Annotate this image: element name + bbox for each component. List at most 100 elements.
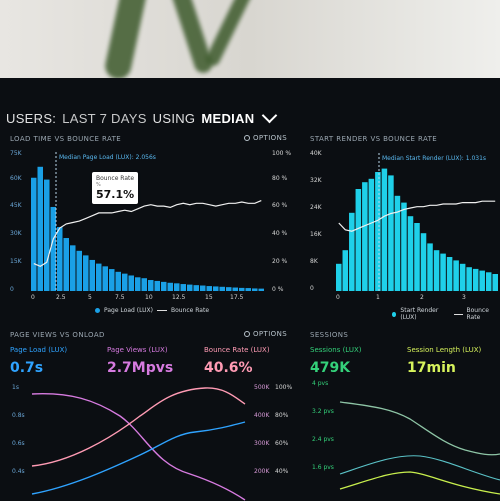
chevron-down-icon[interactable] <box>262 107 278 124</box>
bar <box>245 288 251 291</box>
metric-value-bounce-rate: 40.6% <box>204 360 253 376</box>
y-axis-tick: 4 pvs <box>312 380 329 387</box>
sessions-lines <box>339 401 500 495</box>
y-right-tick: 20 % <box>272 258 288 265</box>
bar <box>115 271 121 291</box>
session-length-line <box>339 471 500 495</box>
header-using: USING <box>152 110 196 126</box>
bar <box>472 268 479 291</box>
x-axis-tick: 5 <box>88 294 92 301</box>
legend-label: Page Load (LUX) <box>104 307 153 314</box>
bar <box>381 168 388 291</box>
bar <box>83 255 89 291</box>
bar <box>414 223 420 291</box>
y-axis-tick: 1s <box>12 384 19 391</box>
options-button[interactable]: OPTIONS <box>244 330 287 338</box>
photo-background <box>0 0 500 90</box>
metric-value-session-length: 17min <box>407 360 456 376</box>
x-axis-tick: 12.5 <box>172 294 186 301</box>
bounce-rate-line <box>33 200 262 267</box>
mid-axis-tick: 200K <box>254 468 270 475</box>
x-axis-tick: 3 <box>462 294 466 301</box>
bar <box>336 263 342 291</box>
bar <box>485 272 492 291</box>
metric-value-page-views: 2.7Mpvs <box>107 360 174 376</box>
bar <box>342 250 349 291</box>
y-right-tick: 0 % <box>272 286 284 293</box>
bar <box>453 260 459 291</box>
chart-legend: Page Load (LUX) Bounce Rate <box>95 307 209 314</box>
bar <box>375 172 381 291</box>
panel-title: PAGE VIEWS VS ONLOAD <box>10 331 105 339</box>
y-right-tick: 100% <box>275 384 293 391</box>
y-axis-tick: 8K <box>310 258 318 265</box>
bar <box>174 283 180 291</box>
header-range: LAST 7 DAYS <box>62 110 147 126</box>
legend-swatch <box>95 308 100 313</box>
bar <box>349 212 355 291</box>
x-axis-tick: 2 <box>420 294 424 301</box>
y-axis-tick: 1.6 pvs <box>312 464 334 471</box>
bar <box>407 216 414 291</box>
bar <box>187 284 193 291</box>
bar <box>258 288 264 291</box>
bounce-rate-line <box>31 387 246 467</box>
x-axis-tick: 7.5 <box>115 294 125 301</box>
bar <box>161 281 167 291</box>
legend-line <box>156 310 167 311</box>
options-button[interactable]: OPTIONS <box>244 134 287 142</box>
mid-axis-tick: 500K <box>254 384 270 391</box>
metric-label-page-views: Page Views (LUX) <box>107 346 168 354</box>
metric-label-sessions: Sessions (LUX) <box>310 346 362 354</box>
bar <box>394 195 401 291</box>
bar <box>388 175 394 291</box>
y-axis-tick: 0 <box>10 286 14 293</box>
bar <box>206 286 212 291</box>
bar <box>440 253 446 291</box>
y-right-tick: 60% <box>275 440 289 447</box>
bar <box>70 245 76 291</box>
bar <box>427 243 433 291</box>
bar <box>31 177 37 291</box>
mid-axis-tick: 300K <box>254 440 270 447</box>
bar <box>368 178 375 291</box>
panel-title: LOAD TIME VS BOUNCE RATE <box>10 135 122 143</box>
y-axis-tick: 0 <box>310 285 314 292</box>
x-axis-tick: 0 <box>336 294 340 301</box>
bar <box>167 282 173 291</box>
bar <box>76 250 82 291</box>
y-axis-tick: 24K <box>310 204 322 211</box>
panel-title: SESSIONS <box>310 331 349 339</box>
tooltip-value: 57.1% <box>96 188 135 201</box>
y-axis-tick: 2.4 pvs <box>312 436 334 443</box>
mid-axis-tick: 400K <box>254 412 270 419</box>
bar <box>401 202 407 291</box>
y-axis-tick: 40K <box>310 150 322 157</box>
header-median: MEDIAN <box>201 110 255 126</box>
bar <box>96 263 102 291</box>
x-axis-tick: 15 <box>205 294 213 301</box>
y-axis-tick: 30K <box>10 230 22 237</box>
bar <box>122 273 128 291</box>
bar <box>109 269 115 291</box>
legend-line <box>453 313 463 315</box>
y-axis-tick: 75K <box>10 150 22 157</box>
bar <box>135 277 141 291</box>
bar <box>200 285 206 291</box>
monitor-screen: USERS: LAST 7 DAYS USING MEDIAN LOAD TIM… <box>0 78 500 501</box>
legend-label: Bounce Rate <box>466 307 489 321</box>
median-note: Median Page Load (LUX): 2.056s <box>59 154 156 161</box>
y-axis-tick: 45K <box>10 202 22 209</box>
y-axis-tick: 60K <box>10 175 22 182</box>
bar <box>362 182 368 291</box>
bar <box>219 286 225 291</box>
bounce-rate-line <box>338 200 496 232</box>
bounce-rate-tooltip: Bounce Rate % 57.1% <box>92 172 139 204</box>
bar <box>433 250 440 291</box>
report-header[interactable]: USERS: LAST 7 DAYS USING MEDIAN <box>6 107 278 128</box>
bar <box>128 275 134 291</box>
y-right-tick: 100 % <box>272 150 292 157</box>
bar <box>154 280 160 291</box>
page-views-lines <box>31 387 246 501</box>
page-views-panel: PAGE VIEWS VS ONLOAD OPTIONS Page Load (… <box>0 324 292 501</box>
